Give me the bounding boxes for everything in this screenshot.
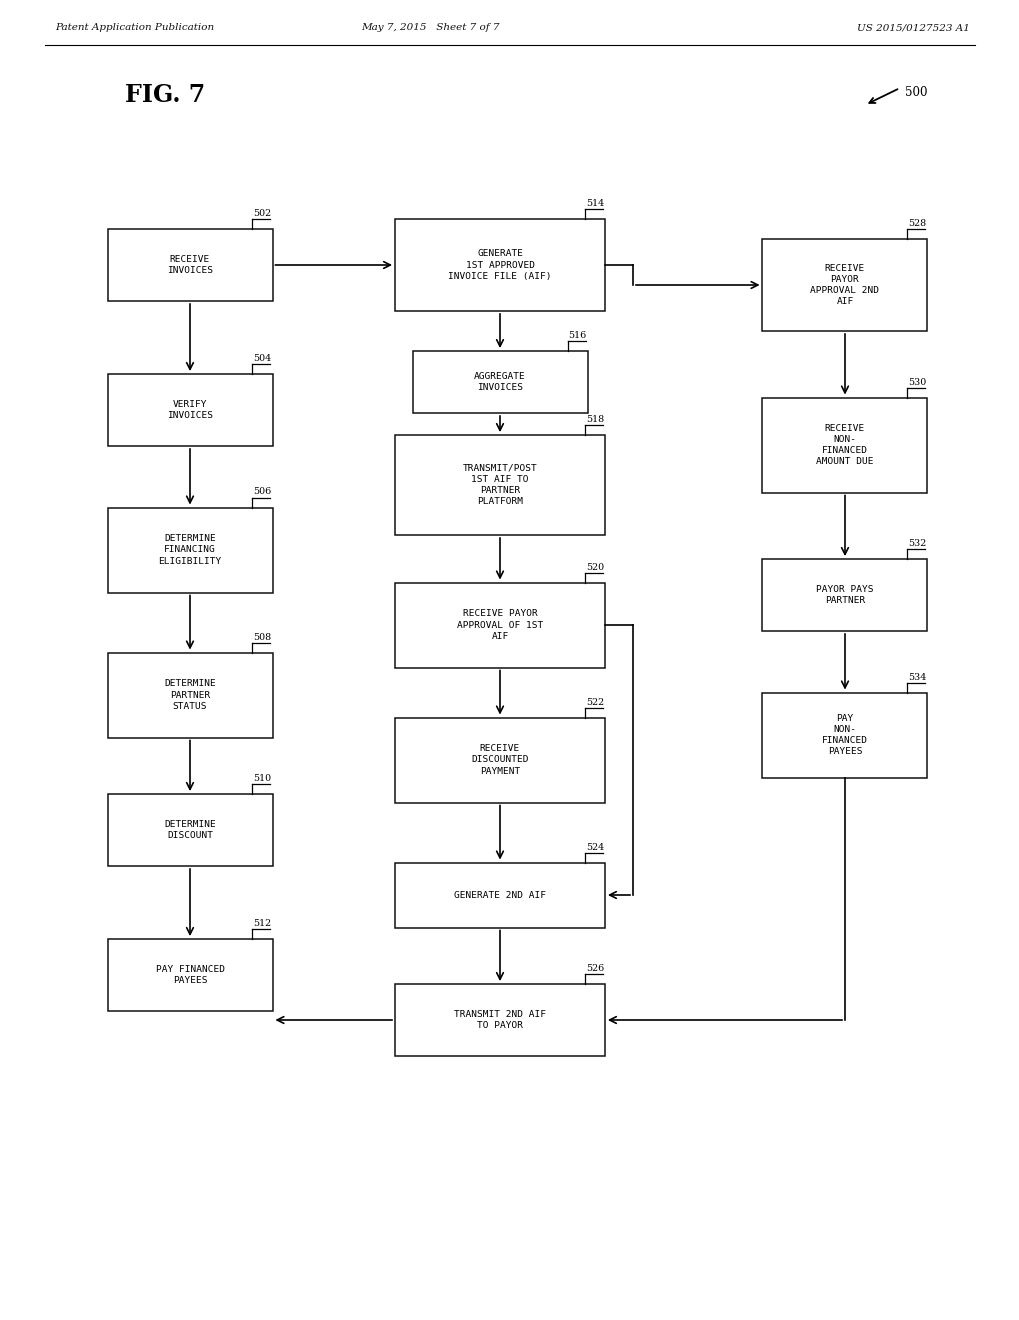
Text: 526: 526 [585, 964, 603, 973]
Bar [107, 507, 272, 593]
Text: 502: 502 [253, 209, 271, 218]
Text: AGGREGATE
INVOICES: AGGREGATE INVOICES [474, 372, 526, 392]
Text: 500: 500 [904, 86, 926, 99]
Text: RECEIVE
DISCOUNTED
PAYMENT: RECEIVE DISCOUNTED PAYMENT [471, 744, 528, 776]
Bar [394, 862, 604, 928]
Text: 510: 510 [253, 774, 271, 783]
Text: 518: 518 [585, 414, 603, 424]
Bar [394, 718, 604, 803]
Text: 524: 524 [585, 842, 603, 851]
Text: May 7, 2015   Sheet 7 of 7: May 7, 2015 Sheet 7 of 7 [361, 24, 498, 33]
Text: Patent Application Publication: Patent Application Publication [55, 24, 214, 33]
Text: VERIFY
INVOICES: VERIFY INVOICES [167, 400, 213, 420]
Bar [107, 939, 272, 1011]
Text: 528: 528 [908, 219, 925, 228]
Bar [107, 795, 272, 866]
Text: PAYOR PAYS
PARTNER: PAYOR PAYS PARTNER [815, 585, 873, 605]
Text: PAY
NON-
FINANCED
PAYEES: PAY NON- FINANCED PAYEES [821, 714, 867, 756]
Text: 512: 512 [253, 919, 271, 928]
Text: 534: 534 [907, 672, 925, 681]
Bar [107, 374, 272, 446]
Text: PAY FINANCED
PAYEES: PAY FINANCED PAYEES [155, 965, 224, 985]
Text: DETERMINE
DISCOUNT: DETERMINE DISCOUNT [164, 820, 216, 840]
Text: FIG. 7: FIG. 7 [125, 83, 205, 107]
Bar [394, 983, 604, 1056]
Text: RECEIVE PAYOR
APPROVAL OF 1ST
AIF: RECEIVE PAYOR APPROVAL OF 1ST AIF [457, 610, 542, 640]
Bar [107, 228, 272, 301]
Text: DETERMINE
FINANCING
ELIGIBILITY: DETERMINE FINANCING ELIGIBILITY [158, 535, 221, 565]
Bar [762, 239, 926, 331]
Text: 516: 516 [568, 331, 586, 341]
Text: GENERATE 2ND AIF: GENERATE 2ND AIF [453, 891, 545, 899]
Text: 504: 504 [253, 354, 271, 363]
Text: GENERATE
1ST APPROVED
INVOICE FILE (AIF): GENERATE 1ST APPROVED INVOICE FILE (AIF) [447, 249, 551, 281]
Text: DETERMINE
PARTNER
STATUS: DETERMINE PARTNER STATUS [164, 680, 216, 710]
Text: 522: 522 [585, 697, 603, 706]
Text: 530: 530 [907, 378, 925, 387]
Bar [412, 351, 587, 413]
Text: US 2015/0127523 A1: US 2015/0127523 A1 [856, 24, 969, 33]
Bar [394, 582, 604, 668]
Text: 532: 532 [907, 539, 925, 548]
Bar [762, 693, 926, 777]
Text: 508: 508 [253, 632, 271, 642]
Text: 520: 520 [585, 562, 603, 572]
Text: RECEIVE
NON-
FINANCED
AMOUNT DUE: RECEIVE NON- FINANCED AMOUNT DUE [815, 424, 873, 466]
Bar [762, 397, 926, 492]
Text: RECEIVE
PAYOR
APPROVAL 2ND
AIF: RECEIVE PAYOR APPROVAL 2ND AIF [810, 264, 878, 306]
Bar [394, 436, 604, 535]
Text: TRANSMIT 2ND AIF
TO PAYOR: TRANSMIT 2ND AIF TO PAYOR [453, 1010, 545, 1030]
Text: 506: 506 [253, 487, 271, 496]
Text: 514: 514 [585, 199, 603, 209]
Bar [107, 652, 272, 738]
Bar [394, 219, 604, 312]
Bar [762, 558, 926, 631]
Text: RECEIVE
INVOICES: RECEIVE INVOICES [167, 255, 213, 275]
Text: TRANSMIT/POST
1ST AIF TO
PARTNER
PLATFORM: TRANSMIT/POST 1ST AIF TO PARTNER PLATFOR… [463, 463, 537, 506]
